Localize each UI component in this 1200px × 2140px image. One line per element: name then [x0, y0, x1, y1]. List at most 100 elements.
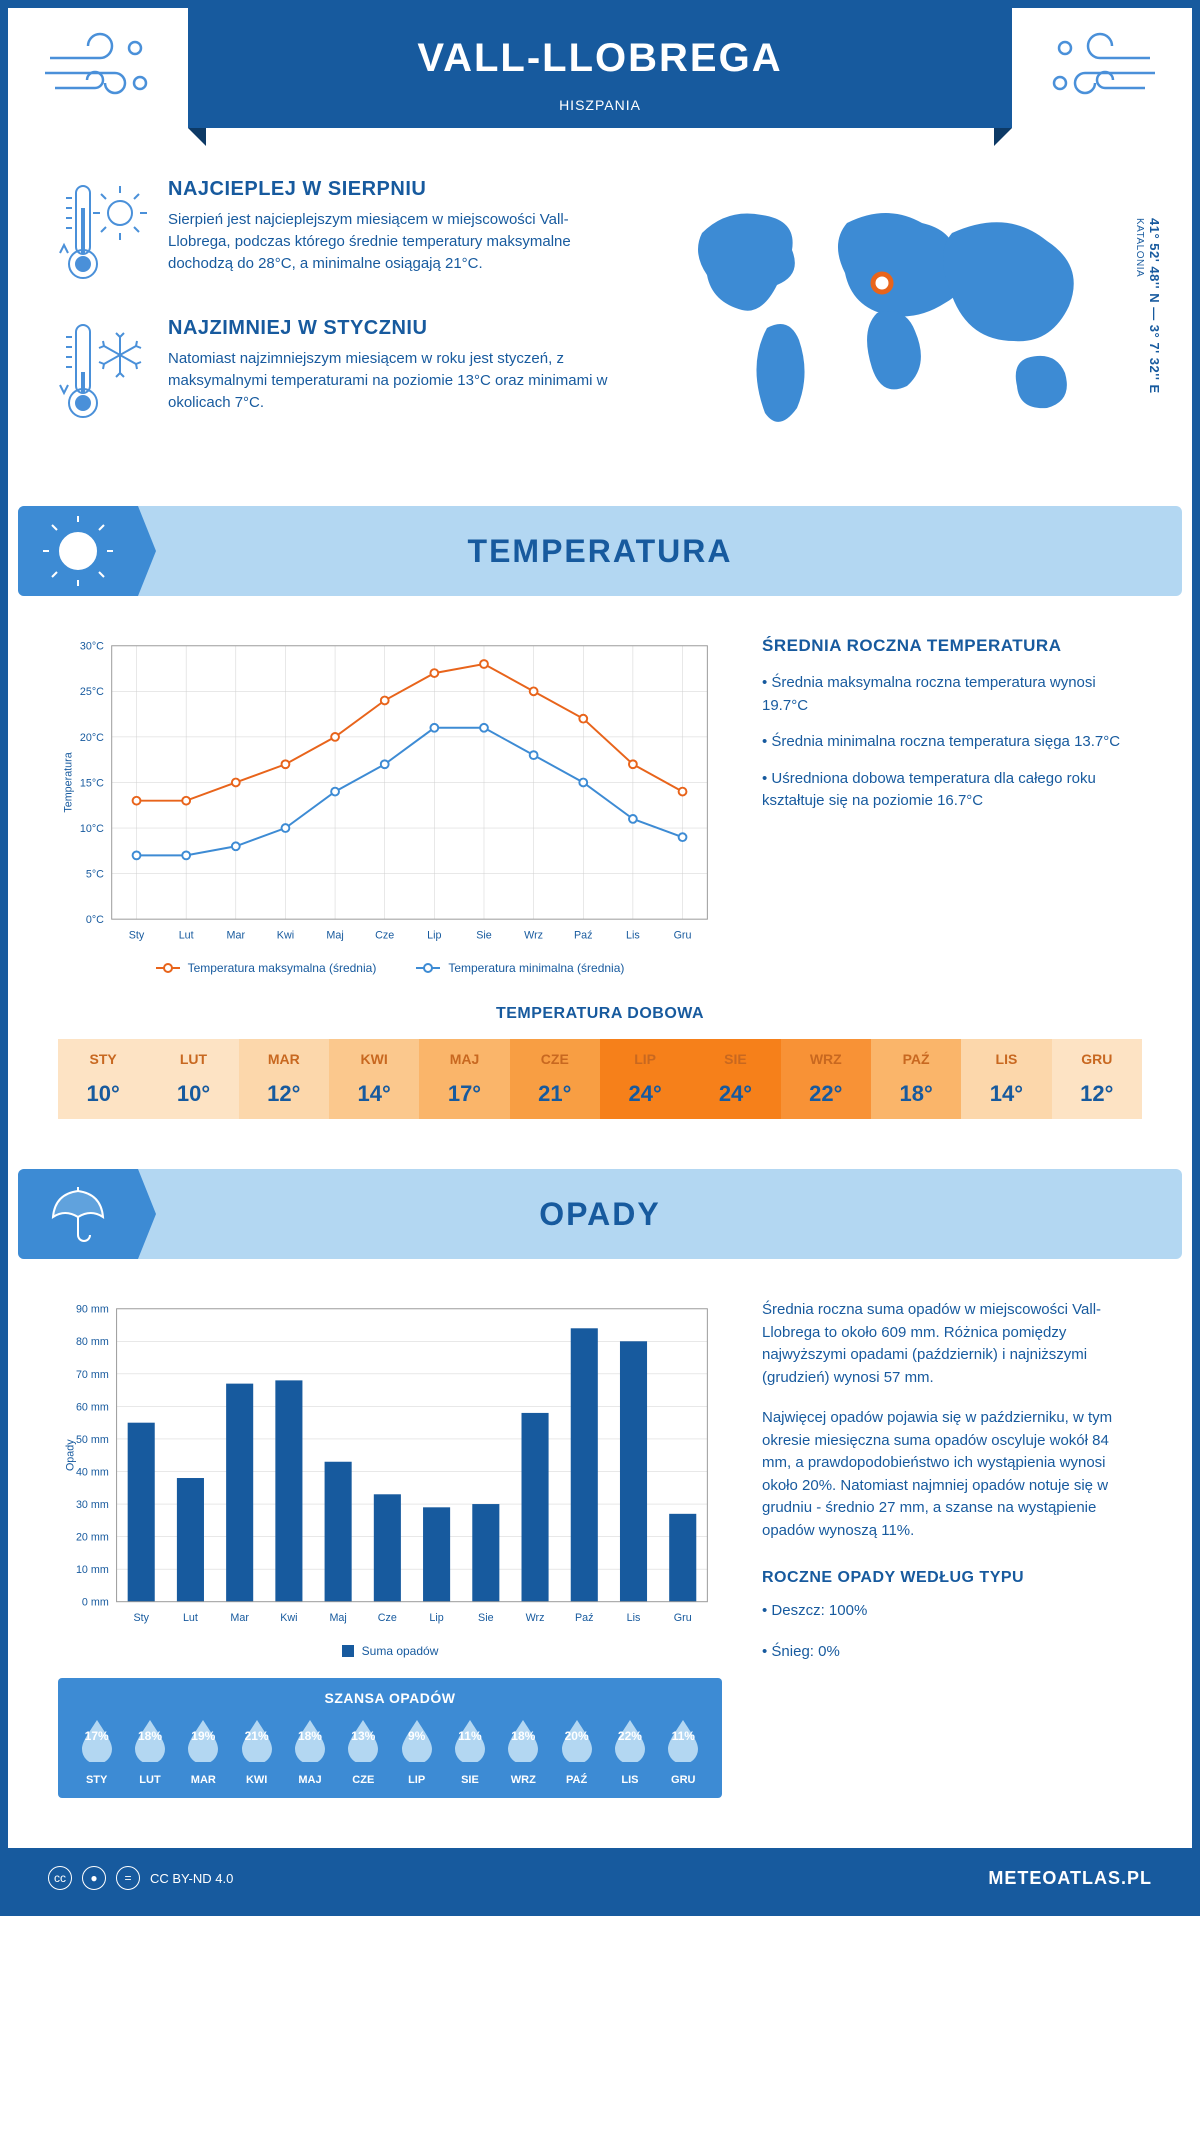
svg-text:Lis: Lis [627, 1613, 641, 1625]
svg-text:0 mm: 0 mm [82, 1597, 109, 1609]
temp-cell-month: GRU [1052, 1051, 1142, 1067]
temp-cell-value: 10° [58, 1081, 148, 1107]
coldest-block: NAJZIMNIEJ W STYCZNIU Natomiast najzimni… [58, 317, 622, 432]
chance-month: WRZ [497, 1774, 550, 1786]
svg-text:Lip: Lip [427, 930, 441, 942]
temp-cell: KWI14° [329, 1039, 419, 1119]
precipitation-banner: OPADY [18, 1169, 1182, 1259]
temp-cell-value: 21° [510, 1081, 600, 1107]
license-block: cc ● = CC BY-ND 4.0 [48, 1866, 233, 1890]
temp-cell-month: SIE [690, 1051, 780, 1067]
temp-cell: LIP24° [600, 1039, 690, 1119]
chance-cell: 11%GRU [657, 1716, 710, 1786]
svg-text:Mar: Mar [230, 1613, 249, 1625]
legend-precip: Suma opadów [342, 1644, 439, 1658]
chance-value: 18% [497, 1730, 550, 1742]
svg-text:Lut: Lut [183, 1613, 198, 1625]
svg-text:Cze: Cze [375, 930, 394, 942]
temp-cell: MAR12° [239, 1039, 329, 1119]
temp-cell: PAŹ18° [871, 1039, 961, 1119]
daily-temp-title: TEMPERATURA DOBOWA [58, 1005, 1142, 1023]
precipitation-chart: 0 mm10 mm20 mm30 mm40 mm50 mm60 mm70 mm8… [58, 1299, 722, 1631]
world-map-icon [662, 178, 1122, 438]
drop-icon: 13% [337, 1716, 390, 1768]
temp-cell: LIS14° [961, 1039, 1051, 1119]
svg-text:5°C: 5°C [86, 869, 104, 881]
temp-cell-month: KWI [329, 1051, 419, 1067]
drop-icon: 19% [177, 1716, 230, 1768]
temp-cell-value: 12° [239, 1081, 329, 1107]
temp-cell: WRZ22° [781, 1039, 871, 1119]
coldest-desc: Natomiast najzimniejszym miesiącem w rok… [168, 348, 622, 413]
drop-icon: 17% [70, 1716, 123, 1768]
precip-para-2: Najwięcej opadów pojawia się w październ… [762, 1407, 1142, 1542]
chance-title: SZANSA OPADÓW [70, 1690, 710, 1706]
chance-value: 22% [603, 1730, 656, 1742]
svg-text:20 mm: 20 mm [76, 1532, 109, 1544]
temp-cell-month: LIS [961, 1051, 1051, 1067]
chance-value: 19% [177, 1730, 230, 1742]
section-title-precip: OPADY [539, 1196, 660, 1233]
temperature-legend: .legend-item:nth-child(1) .legend-swatch… [58, 961, 722, 975]
chance-month: MAR [177, 1774, 230, 1786]
temp-cell-value: 22° [781, 1081, 871, 1107]
chance-month: KWI [230, 1774, 283, 1786]
svg-text:Opady: Opady [65, 1439, 77, 1471]
temp-bullet-2: • Uśredniona dobowa temperatura dla całe… [762, 768, 1142, 813]
temp-cell: CZE21° [510, 1039, 600, 1119]
chance-cell: 17%STY [70, 1716, 123, 1786]
svg-text:30°C: 30°C [80, 641, 104, 653]
drop-icon: 21% [230, 1716, 283, 1768]
temp-cell-month: STY [58, 1051, 148, 1067]
coords-latlon: 41° 52' 48'' N — 3° 7' 32'' E [1147, 218, 1162, 394]
sun-icon [18, 506, 138, 596]
precip-type-0: • Deszcz: 100% [762, 1600, 1142, 1623]
svg-text:Sie: Sie [476, 930, 492, 942]
svg-text:20°C: 20°C [80, 732, 104, 744]
hottest-desc: Sierpień jest najcieplejszym miesiącem w… [168, 209, 622, 274]
chance-value: 9% [390, 1730, 443, 1742]
section-title-temperature: TEMPERATURA [468, 533, 733, 570]
location-marker-icon [873, 274, 891, 292]
thermometer-hot-icon [58, 178, 148, 293]
chance-cell: 20%PAŹ [550, 1716, 603, 1786]
chance-month: LUT [123, 1774, 176, 1786]
legend-min-label: Temperatura minimalna (średnia) [448, 961, 624, 975]
svg-text:50 mm: 50 mm [76, 1434, 109, 1446]
drop-icon: 11% [443, 1716, 496, 1768]
chance-month: SIE [443, 1774, 496, 1786]
drop-icon: 18% [123, 1716, 176, 1768]
temp-cell: GRU12° [1052, 1039, 1142, 1119]
footer: cc ● = CC BY-ND 4.0 METEOATLAS.PL [8, 1848, 1192, 1908]
by-icon: ● [82, 1866, 106, 1890]
chance-month: MAJ [283, 1774, 336, 1786]
coords-region: KATALONIA [1134, 218, 1145, 277]
temp-cell: LUT10° [148, 1039, 238, 1119]
world-map-block: 41° 52' 48'' N — 3° 7' 32'' E KATALONIA [662, 178, 1142, 456]
precip-para-1: Średnia roczna suma opadów w miejscowośc… [762, 1299, 1142, 1389]
wind-icon [40, 28, 160, 123]
svg-text:Kwi: Kwi [280, 1613, 297, 1625]
temp-cell-value: 24° [690, 1081, 780, 1107]
temp-cell-month: PAŹ [871, 1051, 961, 1067]
svg-text:80 mm: 80 mm [76, 1337, 109, 1349]
svg-text:25°C: 25°C [80, 686, 104, 698]
chance-value: 13% [337, 1730, 390, 1742]
svg-text:Temperatura: Temperatura [63, 752, 75, 812]
thermometer-cold-icon [58, 317, 148, 432]
precip-left-column: 0 mm10 mm20 mm30 mm40 mm50 mm60 mm70 mm8… [58, 1299, 722, 1798]
svg-text:70 mm: 70 mm [76, 1369, 109, 1381]
precip-type-title: ROCZNE OPADY WEDŁUG TYPU [762, 1566, 1142, 1590]
chance-value: 11% [443, 1730, 496, 1742]
precip-chance-box: SZANSA OPADÓW 17%STY18%LUT19%MAR21%KWI18… [58, 1678, 722, 1798]
chance-cell: 13%CZE [337, 1716, 390, 1786]
chance-cell: 18% LUT [123, 1716, 176, 1786]
temp-cell-month: MAJ [419, 1051, 509, 1067]
chance-month: PAŹ [550, 1774, 603, 1786]
legend-max-label: Temperatura maksymalna (średnia) [188, 961, 377, 975]
chance-value: 11% [657, 1730, 710, 1742]
svg-text:Maj: Maj [329, 1613, 346, 1625]
legend-min: .legend-item:nth-child(2) .legend-swatch… [416, 961, 624, 975]
umbrella-icon [18, 1169, 138, 1259]
chance-cell: 9%LIP [390, 1716, 443, 1786]
